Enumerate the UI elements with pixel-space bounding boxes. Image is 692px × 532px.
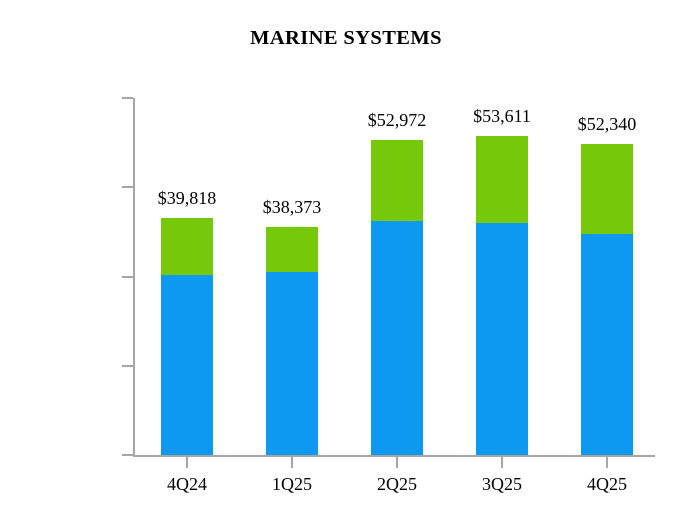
bar-segment-upper[interactable] xyxy=(476,136,528,224)
x-axis-line xyxy=(133,455,655,457)
x-axis-tick-label: 4Q25 xyxy=(587,474,627,494)
x-axis-tick xyxy=(501,457,503,468)
x-axis-tick-label: 4Q24 xyxy=(167,474,207,494)
bar-column[interactable] xyxy=(266,226,318,455)
bar-segment-upper[interactable] xyxy=(266,226,318,272)
bar-segment-upper[interactable] xyxy=(371,139,423,222)
bar-value-label: $52,972 xyxy=(367,109,427,130)
x-axis-tick-label: 3Q25 xyxy=(482,474,522,494)
bar-column[interactable] xyxy=(581,143,633,455)
chart-title: MARINE SYSTEMS xyxy=(250,27,442,49)
bar-column[interactable] xyxy=(161,218,213,455)
bar-segment-lower[interactable] xyxy=(581,234,633,455)
y-axis-tick xyxy=(122,275,133,278)
bar-value-label: $52,340 xyxy=(577,113,637,134)
y-axis-tick xyxy=(122,97,133,99)
plot-area xyxy=(122,97,655,468)
bar-value-label: $53,611 xyxy=(473,106,531,126)
bar-value-label: $38,373 xyxy=(262,196,322,217)
bar-value-label: $39,818 xyxy=(157,188,217,209)
bar-column[interactable] xyxy=(476,136,528,455)
x-axis-tick xyxy=(396,457,398,468)
y-axis-tick xyxy=(122,186,133,189)
y-axis-tick xyxy=(122,364,133,367)
bar-segment-upper[interactable] xyxy=(161,218,213,275)
x-axis-tick xyxy=(186,457,188,468)
y-axis-tick xyxy=(122,454,133,456)
bar-segment-lower[interactable] xyxy=(161,274,213,455)
bar-segment-lower[interactable] xyxy=(371,221,423,455)
x-axis-tick xyxy=(291,457,293,468)
x-axis-tick-label: 1Q25 xyxy=(272,474,312,494)
x-axis-tick xyxy=(606,457,608,468)
bar-segment-lower[interactable] xyxy=(476,223,528,455)
bar-segment-upper[interactable] xyxy=(581,143,633,235)
bar-segment-lower[interactable] xyxy=(266,271,318,455)
bar-column[interactable] xyxy=(371,139,423,455)
x-axis-tick-label: 2Q25 xyxy=(377,474,417,494)
y-axis-line xyxy=(133,98,135,455)
